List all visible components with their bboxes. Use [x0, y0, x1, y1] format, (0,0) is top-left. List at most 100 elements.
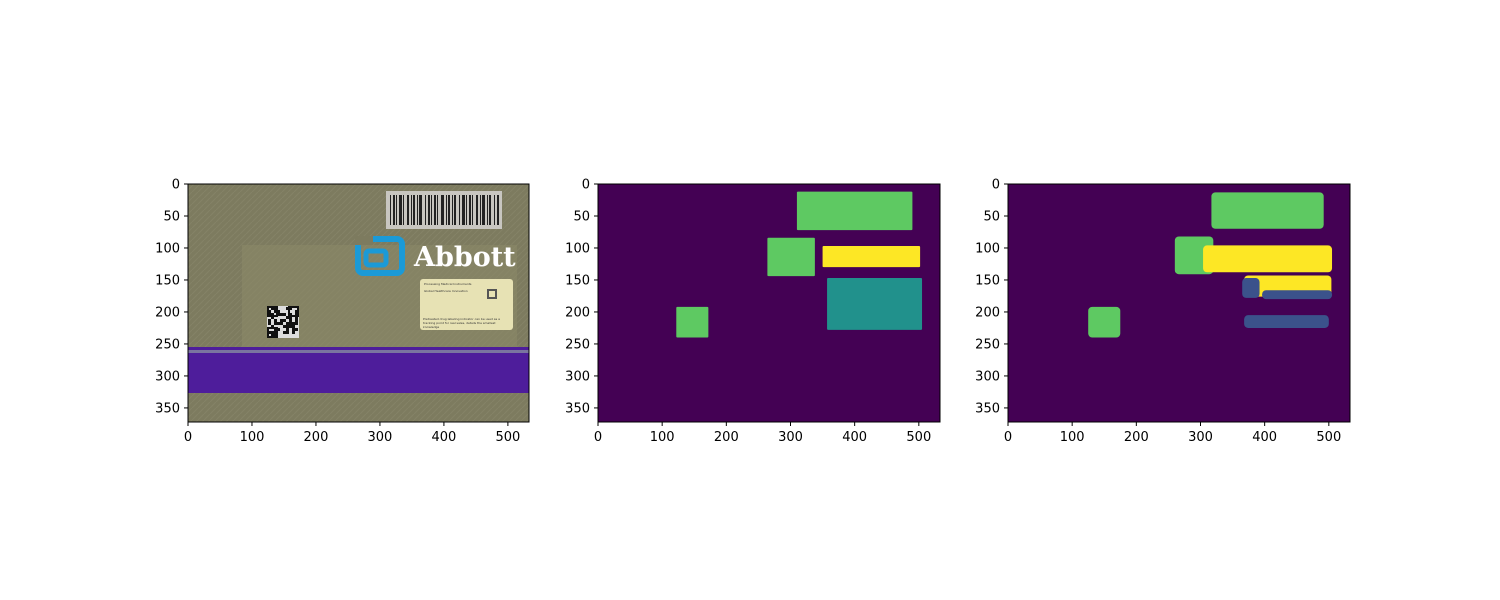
mask-region	[1242, 278, 1260, 298]
x-tick: 300	[1188, 422, 1213, 445]
y-tick-label: 200	[975, 305, 1000, 320]
x-tick: 0	[184, 422, 192, 445]
y-tick-label: 0	[172, 178, 180, 193]
mask-region	[796, 191, 913, 231]
y-tick: 350	[975, 401, 1008, 416]
mask-region	[767, 237, 815, 277]
y-tick: 250	[565, 337, 598, 352]
x-tick-label: 400	[431, 430, 456, 445]
y-tick-label: 150	[155, 273, 180, 288]
x-tick-label: 0	[1004, 430, 1012, 445]
x-tick: 200	[714, 422, 739, 445]
x-tick: 100	[240, 422, 265, 445]
x-tick-label: 200	[304, 430, 329, 445]
y-tick: 50	[573, 209, 598, 224]
x-tick: 0	[594, 422, 602, 445]
x-tick: 500	[1316, 422, 1341, 445]
x-tick-label: 500	[906, 430, 931, 445]
y-tick: 100	[155, 241, 188, 256]
mask-region	[1262, 290, 1333, 300]
y-tick-label: 200	[155, 305, 180, 320]
y-tick: 200	[155, 305, 188, 320]
y-tick: 150	[155, 273, 188, 288]
y-tick-label: 250	[155, 337, 180, 352]
x-tick-label: 100	[1060, 430, 1085, 445]
y-tick-label: 100	[565, 241, 590, 256]
x-tick-label: 300	[778, 430, 803, 445]
x-tick: 0	[1004, 422, 1012, 445]
y-tick: 150	[565, 273, 598, 288]
label-line-3: Pretreated drug labeling indicator can b…	[423, 317, 500, 329]
label-line-2: Global Healthcare Innovation	[424, 289, 468, 293]
x-tick-label: 500	[1316, 430, 1341, 445]
photo-panel: Abbott Processing Medical Instruments Gl…	[155, 178, 530, 445]
y-tick: 100	[975, 241, 1008, 256]
y-tick-label: 300	[975, 369, 1000, 384]
y-tick: 50	[163, 209, 188, 224]
y-tick: 100	[565, 241, 598, 256]
photo-image: Abbott Processing Medical Instruments Gl…	[188, 184, 529, 422]
x-tick: 200	[304, 422, 329, 445]
x-tick: 300	[778, 422, 803, 445]
y-tick-label: 150	[565, 273, 590, 288]
y-tick: 350	[155, 401, 188, 416]
x-tick-label: 0	[594, 430, 602, 445]
y-tick-label: 250	[565, 337, 590, 352]
x-tick-label: 400	[1252, 430, 1277, 445]
x-tick-label: 200	[714, 430, 739, 445]
mask-region	[1244, 315, 1329, 328]
y-tick-label: 350	[975, 401, 1000, 416]
y-tick: 0	[172, 178, 188, 193]
qr-code	[267, 306, 299, 338]
y-tick: 200	[975, 305, 1008, 320]
y-tick: 250	[155, 337, 188, 352]
logo-text: Abbott	[413, 242, 516, 273]
x-tick: 500	[906, 422, 931, 445]
y-tick: 250	[975, 337, 1008, 352]
mask-region	[827, 278, 923, 330]
y-tick-label: 0	[582, 178, 590, 193]
y-tick: 350	[565, 401, 598, 416]
x-tick-label: 500	[495, 430, 520, 445]
x-tick: 400	[1252, 422, 1277, 445]
abbott-logo: Abbott	[355, 236, 516, 276]
y-tick-label: 300	[565, 369, 590, 384]
label-card: Processing Medical Instruments Global He…	[420, 279, 513, 330]
stripe-line	[188, 350, 529, 353]
y-tick-label: 100	[155, 241, 180, 256]
mask-region	[1203, 245, 1333, 273]
y-tick-label: 350	[565, 401, 590, 416]
x-tick: 200	[1124, 422, 1149, 445]
y-tick-label: 0	[992, 178, 1000, 193]
x-tick: 100	[1060, 422, 1085, 445]
label-line-1: Processing Medical Instruments	[424, 282, 472, 286]
mask-region	[822, 246, 921, 268]
y-tick-label: 100	[975, 241, 1000, 256]
predicted-mask-panel: 0 100 200 300 400 500 0 50 100 150 200 250 300 350	[975, 178, 1351, 445]
barcode	[386, 191, 502, 229]
y-tick-label: 250	[975, 337, 1000, 352]
mask-region	[1211, 192, 1324, 229]
y-tick-label: 50	[983, 209, 1000, 224]
x-tick-label: 0	[184, 430, 192, 445]
mask-region	[676, 306, 709, 338]
y-tick: 300	[565, 369, 598, 384]
x-tick: 400	[431, 422, 456, 445]
y-tick-label: 300	[155, 369, 180, 384]
y-tick-label: 50	[573, 209, 590, 224]
x-tick-label: 200	[1124, 430, 1149, 445]
x-tick: 400	[842, 422, 867, 445]
x-tick-label: 300	[1188, 430, 1213, 445]
axes-frame	[187, 183, 530, 423]
x-tick-label: 100	[240, 430, 265, 445]
x-tick-label: 400	[842, 430, 867, 445]
axes-frame	[1007, 183, 1351, 423]
purple-stripe	[188, 347, 529, 393]
mask-region	[1088, 306, 1121, 338]
y-tick: 0	[582, 178, 598, 193]
x-tick: 300	[368, 422, 392, 445]
y-tick-label: 350	[155, 401, 180, 416]
y-tick: 50	[983, 209, 1008, 224]
y-tick-label: 200	[565, 305, 590, 320]
